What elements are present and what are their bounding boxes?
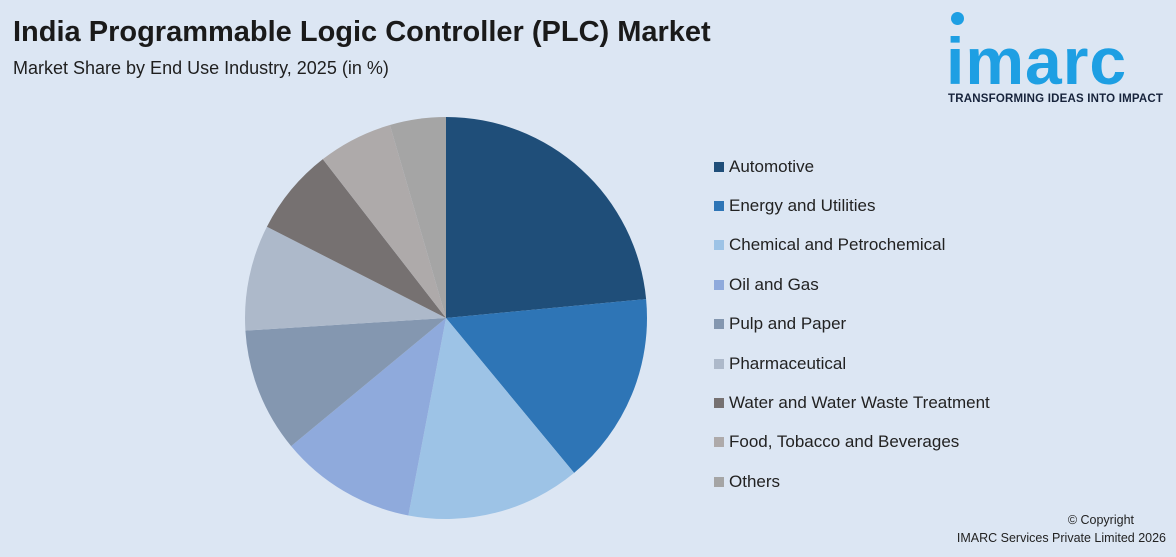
pie-slice-energy-and-utilities xyxy=(446,299,648,473)
legend-swatch xyxy=(714,201,724,212)
chart-legend: Automotive Energy and Utilities Chemical a… xyxy=(714,147,990,502)
chart-subtitle: Market Share by End Use Industry, 2025 (… xyxy=(13,58,389,78)
pie-slice-others xyxy=(389,117,446,318)
logo-tagline: TRANSFORMING IDEAS INTO IMPACT xyxy=(948,93,1164,105)
logo-dot xyxy=(951,12,964,25)
legend-label: Oil and Gas xyxy=(729,274,819,294)
pie-slice-oil-and-gas xyxy=(291,318,446,516)
pie-slice-automotive xyxy=(446,116,647,318)
legend-swatch xyxy=(714,437,724,448)
imarc-logo: imarc TRANSFORMING IDEAS INTO IMPACT xyxy=(946,8,1172,108)
pie-slice-food-tobacco-and-beverages xyxy=(322,124,446,318)
pie-slice-water-and-water-waste-treatment xyxy=(266,159,446,318)
copyright-notice: © Copyright IMARC Services Private Limit… xyxy=(957,511,1166,547)
pie-slice-pulp-and-paper xyxy=(245,318,446,447)
legend-swatch xyxy=(714,279,724,290)
legend-swatch xyxy=(714,358,724,369)
legend-swatch xyxy=(714,240,724,251)
legend-item: Oil and Gas xyxy=(714,265,990,304)
legend-swatch xyxy=(714,319,724,330)
pie-slice-chemical-and-petrochemical xyxy=(408,318,575,519)
legend-item: Food, Tobacco and Beverages xyxy=(714,423,990,462)
legend-label: Food, Tobacco and Beverages xyxy=(729,432,960,452)
legend-label: Others xyxy=(729,471,781,491)
logo-wordmark: imarc xyxy=(946,24,1128,98)
legend-swatch xyxy=(714,398,724,409)
legend-label: Energy and Utilities xyxy=(729,196,876,216)
legend-swatch xyxy=(714,161,724,172)
legend-label: Pulp and Paper xyxy=(729,314,847,334)
legend-item: Chemical and Petrochemical xyxy=(714,226,990,265)
legend-item: Automotive xyxy=(714,147,990,186)
legend-swatch xyxy=(714,476,724,487)
legend-item: Others xyxy=(714,462,990,501)
legend-item: Energy and Utilities xyxy=(714,186,990,225)
legend-label: Automotive xyxy=(729,156,815,176)
legend-label: Chemical and Petrochemical xyxy=(729,235,946,255)
copyright-line-2: IMARC Services Private Limited 2026 xyxy=(956,531,1166,545)
legend-item: Pulp and Paper xyxy=(714,305,990,344)
legend-label: Water and Water Waste Treatment xyxy=(729,393,990,413)
chart-title: India Programmable Logic Controller (PLC… xyxy=(13,16,711,48)
legend-label: Pharmaceutical xyxy=(729,353,847,373)
copyright-line-1: © Copyright xyxy=(1067,513,1134,527)
legend-item: Pharmaceutical xyxy=(714,344,990,383)
legend-item: Water and Water Waste Treatment xyxy=(714,383,990,422)
pie-slice-pharmaceutical xyxy=(245,226,446,331)
